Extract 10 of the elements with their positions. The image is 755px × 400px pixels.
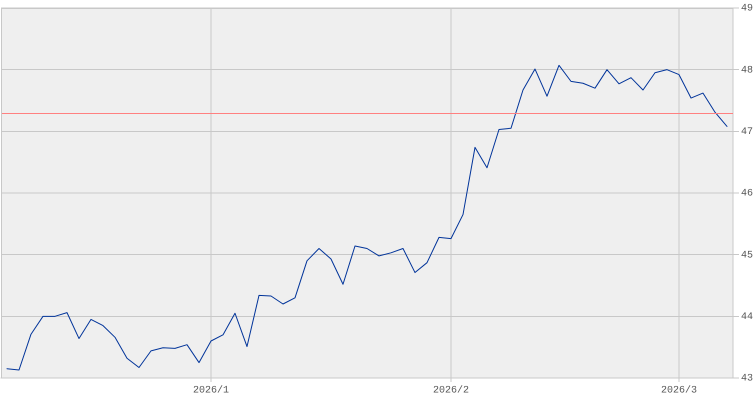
y-tick-label: 43 bbox=[741, 374, 754, 385]
x-tick-label: 2026/3 bbox=[660, 384, 698, 397]
x-tick-label: 2026/1 bbox=[192, 384, 230, 397]
y-tick-label: 47 bbox=[741, 126, 754, 138]
y-tick-label: 45 bbox=[741, 250, 754, 262]
y-tick-label: 49 bbox=[741, 4, 754, 15]
y-tick-label: 46 bbox=[741, 188, 754, 200]
y-tick-label: 44 bbox=[741, 312, 754, 323]
x-tick-label: 2026/2 bbox=[432, 384, 470, 397]
y-tick-label: 48 bbox=[741, 65, 754, 76]
